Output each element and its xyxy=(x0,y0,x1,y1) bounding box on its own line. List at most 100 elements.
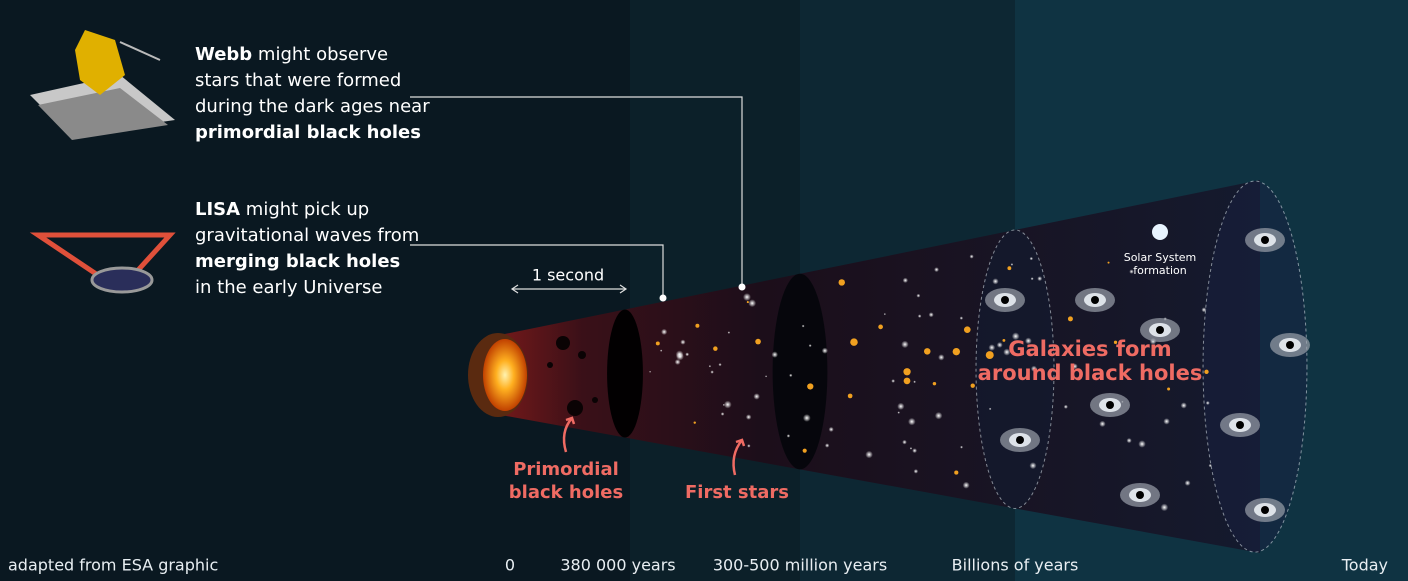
star xyxy=(933,382,936,385)
line-text: in the early Universe xyxy=(195,277,382,298)
star xyxy=(809,344,812,347)
star xyxy=(964,326,971,333)
star xyxy=(1002,339,1005,342)
star xyxy=(709,365,711,367)
star xyxy=(938,354,944,360)
star xyxy=(718,363,721,366)
star xyxy=(1011,263,1014,266)
star xyxy=(935,412,942,419)
star xyxy=(986,351,994,359)
star xyxy=(822,348,828,354)
star xyxy=(989,408,992,411)
stage-label: around black holes xyxy=(978,361,1203,385)
timeline-label: 0 xyxy=(505,556,515,575)
star xyxy=(970,254,974,258)
credit: adapted from ESA graphic xyxy=(8,556,218,575)
star xyxy=(1064,405,1068,409)
star xyxy=(746,414,752,420)
black-hole xyxy=(556,336,570,350)
star xyxy=(897,411,900,414)
star xyxy=(656,341,660,345)
star xyxy=(878,325,883,330)
star xyxy=(694,421,696,423)
star xyxy=(997,342,1003,348)
callout-dot xyxy=(739,284,746,291)
stage-label: Primordial xyxy=(513,459,619,480)
star xyxy=(971,383,975,387)
star xyxy=(954,471,958,475)
star xyxy=(912,448,917,453)
star xyxy=(897,403,904,410)
star xyxy=(765,375,767,377)
star xyxy=(901,341,908,348)
star xyxy=(904,378,911,385)
star xyxy=(1029,462,1036,469)
star xyxy=(755,339,761,345)
timeline-label: 380 000 years xyxy=(560,556,675,575)
bold-text: primordial black holes xyxy=(195,122,421,143)
bold-text: Webb xyxy=(195,44,252,65)
page: Webb might observestars that were formed… xyxy=(0,0,1408,581)
star xyxy=(903,368,910,375)
star xyxy=(649,371,651,373)
star xyxy=(685,352,689,356)
star xyxy=(902,440,907,445)
star xyxy=(1161,504,1169,512)
line-text: during the dark ages near xyxy=(195,96,430,117)
black-hole xyxy=(578,351,586,359)
star xyxy=(992,278,998,284)
line-text: might observe xyxy=(252,44,388,65)
callout-dot xyxy=(660,295,667,302)
star xyxy=(916,294,920,298)
galaxy-black-hole xyxy=(1136,491,1144,499)
stage-label: Solar System xyxy=(1124,251,1197,264)
galaxy-black-hole xyxy=(1016,436,1024,444)
star xyxy=(1068,316,1073,321)
star xyxy=(807,383,813,389)
star xyxy=(1206,401,1210,405)
star xyxy=(1163,418,1169,424)
big-bang-core xyxy=(483,339,527,411)
star xyxy=(713,346,717,350)
star xyxy=(918,314,922,318)
bold-text: LISA xyxy=(195,199,240,220)
line-text: might pick up xyxy=(240,199,369,220)
star xyxy=(884,313,886,315)
line-text: gravitational waves from xyxy=(195,225,419,246)
star xyxy=(989,344,996,351)
star xyxy=(802,325,805,328)
star xyxy=(680,340,685,345)
star xyxy=(963,482,970,489)
galaxy-black-hole xyxy=(1156,326,1164,334)
sun xyxy=(1152,224,1168,240)
star xyxy=(753,393,759,399)
epoch-slice xyxy=(773,274,828,470)
star xyxy=(747,444,750,447)
star xyxy=(1204,370,1208,374)
galaxy-black-hole xyxy=(1236,421,1244,429)
bold-text: merging black holes xyxy=(195,251,400,272)
star xyxy=(839,279,845,285)
star xyxy=(803,449,807,453)
star xyxy=(724,401,732,409)
star xyxy=(787,434,790,437)
star xyxy=(695,324,699,328)
star xyxy=(1185,480,1191,486)
star xyxy=(1007,266,1011,270)
star xyxy=(848,394,853,399)
star xyxy=(803,414,811,422)
star xyxy=(789,374,792,377)
timeline-label: 300-500 million years xyxy=(713,556,887,575)
black-hole xyxy=(567,400,583,416)
black-hole xyxy=(592,397,598,403)
star xyxy=(721,412,725,416)
star xyxy=(676,350,684,358)
star xyxy=(929,312,934,317)
star xyxy=(772,351,778,357)
star xyxy=(908,418,916,426)
star xyxy=(865,451,873,459)
infographic: Webb might observestars that were formed… xyxy=(0,0,1408,581)
star xyxy=(660,349,662,351)
star xyxy=(748,299,756,307)
galaxy-black-hole xyxy=(1261,506,1269,514)
